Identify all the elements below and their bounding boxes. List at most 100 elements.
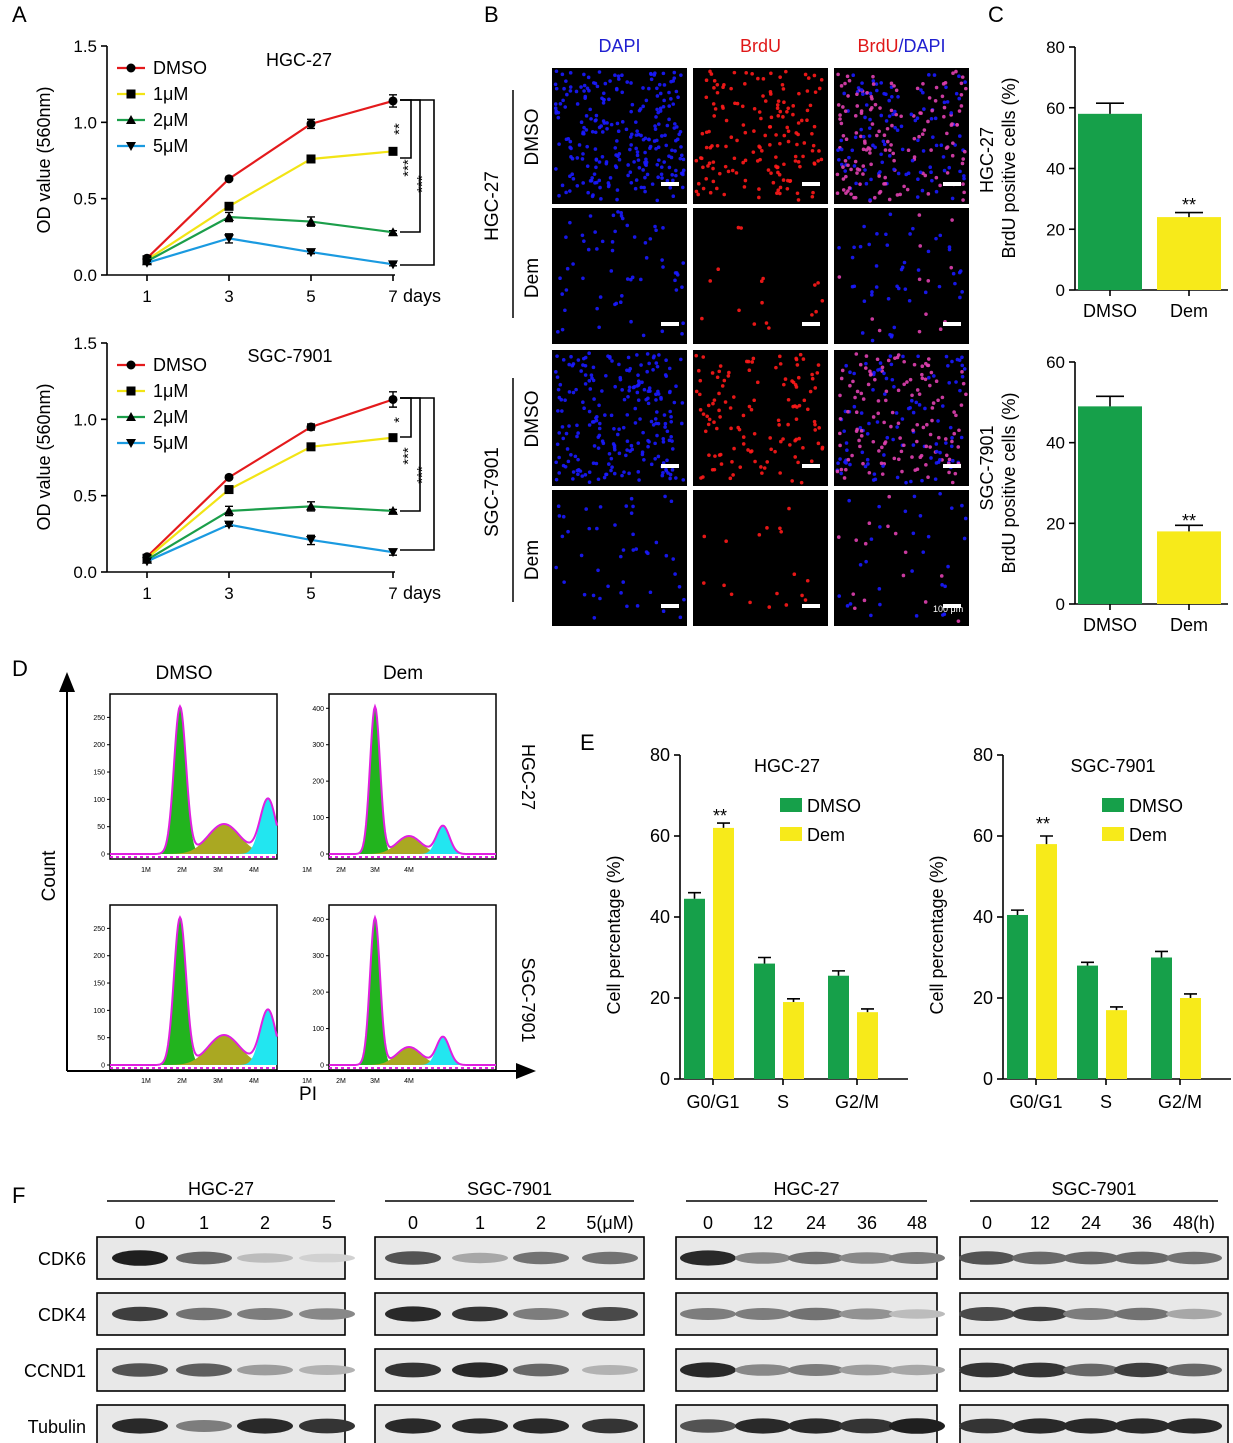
- cell-dot: [891, 112, 895, 117]
- x-tick-label: 7: [388, 287, 397, 306]
- protein-band: [1012, 1418, 1068, 1434]
- cell-dot: [858, 563, 863, 567]
- cell-dot: [775, 165, 780, 170]
- cell-dot: [655, 364, 660, 369]
- cell-dot: [644, 163, 648, 168]
- y-tick-label: 0: [101, 852, 105, 859]
- bar-DMSO-G2/M: [828, 975, 849, 1079]
- cell-dot: [889, 108, 894, 113]
- cell-dot: [591, 378, 596, 383]
- cell-dot: [653, 457, 657, 461]
- cell-dot: [878, 189, 883, 194]
- cell-dot: [713, 454, 717, 458]
- data-point: [224, 211, 234, 221]
- cell-dot: [694, 353, 699, 358]
- panel-b-row-dmso-2: DMSO: [522, 391, 543, 448]
- cell-dot: [681, 261, 686, 265]
- cell-dot: [654, 398, 658, 402]
- cell-dot: [617, 151, 622, 156]
- cell-dot: [920, 132, 925, 137]
- protein-band: [112, 1363, 168, 1377]
- cell-dot: [926, 249, 931, 254]
- cell-dot: [598, 421, 602, 426]
- cell-dot: [647, 386, 652, 390]
- cell-dot: [626, 394, 630, 399]
- cell-dot: [812, 73, 817, 78]
- cell-dot: [679, 153, 684, 158]
- cell-dot: [870, 293, 874, 297]
- cell-dot: [817, 426, 821, 430]
- cell-dot: [638, 107, 643, 111]
- cell-dot: [838, 113, 842, 117]
- cell-dot: [944, 85, 948, 90]
- cell-dot: [701, 581, 706, 585]
- cell-dot: [820, 299, 825, 303]
- x-tick-label: G2/M: [1158, 1092, 1202, 1112]
- cell-dot: [634, 120, 638, 124]
- cell-dot: [898, 436, 902, 440]
- x-tick-label: 3: [224, 287, 233, 306]
- panel-letter-d: D: [12, 656, 28, 681]
- cell-dot: [915, 116, 920, 120]
- cell-dot: [951, 271, 956, 276]
- cell-dot: [876, 399, 881, 403]
- error-bar: [1011, 909, 1024, 915]
- cell-dot: [625, 413, 630, 417]
- cell-dot: [883, 148, 888, 152]
- x-tick-label: 1: [142, 287, 151, 306]
- protein-band: [299, 1365, 355, 1375]
- cell-dot: [920, 188, 925, 193]
- cell-dot: [786, 106, 791, 111]
- lane-label: 0: [408, 1213, 418, 1233]
- cell-dot: [587, 480, 592, 484]
- histogram-frame: [328, 693, 497, 860]
- cell-dot: [639, 277, 643, 282]
- cell-dot: [715, 143, 720, 148]
- cell-dot: [575, 423, 579, 428]
- cell-dot: [579, 85, 583, 89]
- cell-dot: [598, 596, 602, 601]
- cell-dot: [797, 436, 802, 441]
- cell-dot: [663, 373, 668, 377]
- error-bar: [1155, 950, 1168, 958]
- cell-dot: [581, 400, 585, 405]
- cell-dot: [957, 358, 962, 362]
- cell-dot: [890, 123, 894, 128]
- cell-dot: [679, 171, 684, 176]
- cell-dot: [618, 300, 623, 305]
- cell-dot: [915, 86, 920, 91]
- cell-dot: [782, 162, 786, 167]
- cell-dot: [560, 409, 564, 413]
- cell-dot: [654, 146, 658, 151]
- cell-dot: [556, 409, 560, 413]
- cell-dot: [641, 137, 646, 142]
- cell-dot: [661, 436, 666, 441]
- cell-dot: [960, 355, 964, 360]
- protein-label: CDK4: [38, 1305, 86, 1325]
- y-tick-label: 0: [1056, 595, 1065, 614]
- cell-dot: [604, 161, 609, 166]
- cell-dot: [596, 568, 600, 573]
- cell-dot: [934, 175, 939, 180]
- bar-DMSO-G0/G1: [1007, 914, 1028, 1079]
- cell-dot: [847, 155, 851, 160]
- cell-dot: [622, 397, 627, 402]
- cell-dot: [805, 108, 810, 113]
- cell-dot: [560, 72, 565, 77]
- cell-dot: [554, 460, 558, 465]
- cell-dot: [962, 190, 966, 195]
- micrograph-r0-c2: [834, 68, 969, 204]
- x-tick-label: 2M: [177, 1078, 187, 1085]
- cell-dot: [924, 312, 928, 316]
- y-tick-label: 1.5: [73, 334, 97, 353]
- cell-dot: [803, 72, 808, 77]
- cell-dot: [850, 255, 855, 260]
- legend-marker: [126, 386, 136, 396]
- cell-dot: [680, 185, 685, 190]
- cell-dot: [560, 327, 565, 332]
- cell-dot: [811, 190, 815, 195]
- cell-dot: [698, 392, 702, 397]
- cell-dot: [674, 173, 678, 178]
- panel-c-top-cell: HGC-27: [977, 127, 997, 193]
